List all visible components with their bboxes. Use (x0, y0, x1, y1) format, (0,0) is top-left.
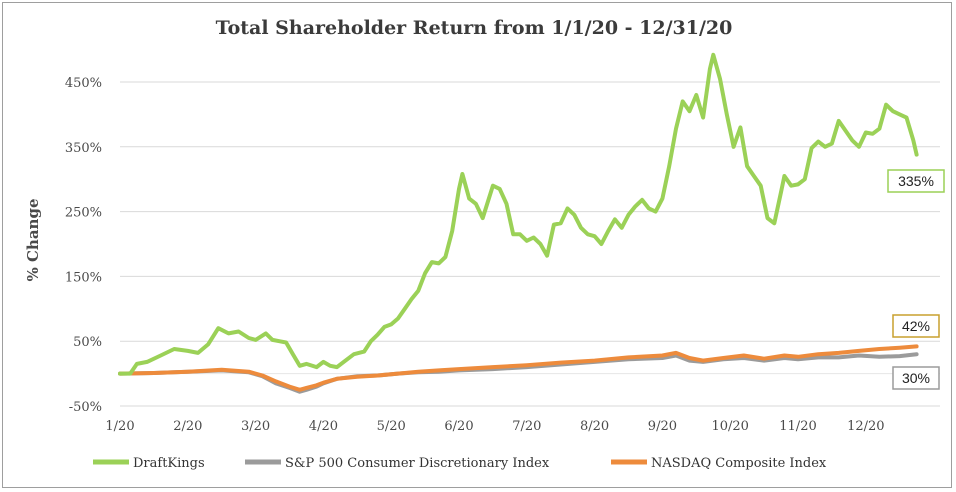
end-label-box-1 (892, 366, 940, 390)
series-line-0 (118, 52, 919, 376)
x-tick-3: 4/20 (309, 419, 338, 434)
end-label-1: 30% (902, 370, 930, 386)
x-tick-10: 11/20 (779, 419, 816, 434)
chart-title: Total Shareholder Return from 1/1/20 - 1… (216, 17, 733, 39)
x-tick-9: 10/20 (711, 419, 748, 434)
series-line-2 (118, 344, 919, 392)
y-tick-labels: -50% 50% 150% 250% 350% 450% (65, 76, 102, 415)
y-tick-1: 50% (73, 335, 102, 350)
y-tick-4: 350% (65, 141, 102, 156)
legend-label-1: S&P 500 Consumer Discretionary Index (285, 456, 550, 471)
end-label-box-0 (887, 169, 945, 193)
x-tick-1: 2/20 (173, 419, 202, 434)
legend: DraftKings S&P 500 Consumer Discretionary… (93, 456, 827, 471)
x-tick-0: 1/20 (105, 419, 134, 434)
x-tick-7: 8/20 (580, 419, 609, 434)
y-tick-5: 450% (65, 76, 102, 91)
legend-label-2: NASDAQ Composite Index (651, 456, 827, 471)
end-labels: 335% 42% 30% (887, 169, 945, 390)
x-tick-6: 7/20 (512, 419, 541, 434)
y-tick-0: -50% (69, 400, 102, 415)
x-tick-5: 6/20 (444, 419, 473, 434)
end-label-box-2 (892, 314, 940, 338)
series-lines (118, 52, 919, 394)
legend-label-0: DraftKings (133, 456, 205, 471)
y-tick-2: 150% (65, 270, 102, 285)
x-tick-2: 3/20 (241, 419, 270, 434)
end-label-0: 335% (898, 173, 934, 189)
end-label-2: 42% (902, 318, 930, 334)
x-tick-8: 9/20 (648, 419, 677, 434)
x-tick-labels: 1/20 2/20 3/20 4/20 5/20 6/20 7/20 8/20 9/20 10/2… (105, 419, 884, 434)
x-tick-11: 12/20 (847, 419, 884, 434)
y-axis-label: % Change (24, 199, 42, 282)
x-tick-4: 5/20 (377, 419, 406, 434)
y-tick-3: 250% (65, 206, 102, 221)
